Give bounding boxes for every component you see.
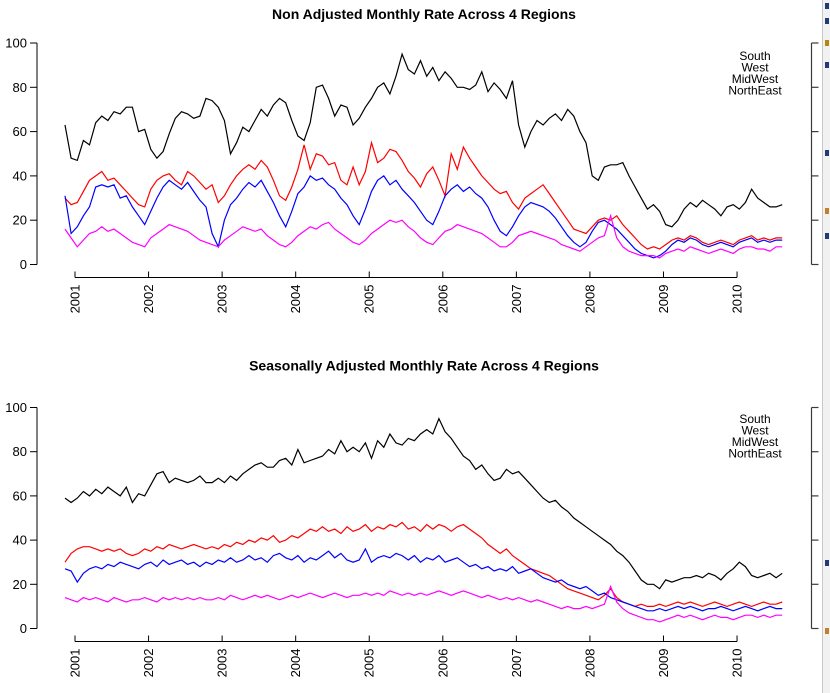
y-tick-label: 60 (13, 488, 27, 503)
legend-entry-west: West (741, 424, 769, 438)
series-line-midwest (64, 547, 783, 612)
x-tick-label: 2010 (730, 649, 745, 678)
legend-entry-midwest: MidWest (732, 72, 779, 86)
background-window-speck (825, 628, 829, 634)
y-tick-label: 100 (5, 36, 27, 51)
chart-title: Non Adjusted Monthly Rate Across 4 Regio… (272, 6, 576, 22)
series-line-west (64, 140, 783, 250)
series-line-northeast (64, 584, 783, 623)
x-tick-label: 2008 (582, 285, 597, 314)
y-tick-label: 60 (13, 124, 27, 139)
y-tick-label: 40 (13, 533, 27, 548)
seasonally-adjusted-chart: Seasonally Adjusted Monthly Rate Across … (5, 358, 819, 678)
right-axis (810, 406, 819, 630)
x-tick-label: 2007 (509, 649, 524, 678)
x-tick-label: 2001 (68, 285, 83, 314)
x-tick-label: 2009 (656, 649, 671, 678)
y-axis: 0 20 40 60 80 100 (5, 400, 38, 636)
x-tick-label: 2005 (362, 649, 377, 678)
x-tick-label: 2007 (509, 285, 524, 314)
series-line-midwest (64, 175, 783, 259)
legend-entry-northeast: NorthEast (728, 447, 782, 461)
y-tick-label: 0 (20, 621, 27, 636)
x-tick-label: 2003 (215, 649, 230, 678)
y-tick-label: 20 (13, 577, 27, 592)
x-axis: 2001 2002 2003 2004 2005 2006 2007 2008 2009 2010 (68, 271, 745, 314)
series-line-south (64, 52, 783, 228)
x-tick-label: 2006 (435, 649, 450, 678)
x-tick-label: 2006 (435, 285, 450, 314)
y-tick-label: 0 (20, 257, 27, 272)
legend-entry-south: South (739, 49, 770, 63)
background-window-speck (825, 208, 829, 214)
y-tick-label: 40 (13, 168, 27, 183)
right-axis (810, 42, 819, 266)
x-tick-label: 2002 (141, 649, 156, 678)
x-tick-label: 2004 (288, 285, 303, 314)
y-axis: 0 20 40 60 80 100 (5, 36, 38, 272)
x-tick-label: 2008 (582, 649, 597, 678)
non-adjusted-chart: Non Adjusted Monthly Rate Across 4 Regio… (5, 6, 819, 314)
background-window-edge (822, 0, 830, 693)
series-line-west (64, 521, 783, 608)
background-window-speck (825, 3, 829, 9)
legend-entry-northeast: NorthEast (728, 84, 782, 98)
legend-entry-west: West (741, 61, 769, 75)
y-tick-label: 80 (13, 80, 27, 95)
y-tick-label: 80 (13, 444, 27, 459)
y-tick-label: 100 (5, 400, 27, 415)
background-window-speck (825, 62, 829, 68)
x-tick-label: 2009 (656, 285, 671, 314)
background-window-speck (825, 233, 829, 239)
x-tick-label: 2005 (362, 285, 377, 314)
x-tick-label: 2002 (141, 285, 156, 314)
background-window-speck (825, 150, 829, 156)
background-window-speck (825, 40, 829, 46)
chart-title: Seasonally Adjusted Monthly Rate Across … (249, 358, 599, 374)
x-tick-label: 2010 (730, 285, 745, 314)
series-line-south (64, 417, 783, 590)
series-line-northeast (64, 213, 783, 259)
background-window-speck (825, 560, 829, 566)
x-axis: 2001 2002 2003 2004 2005 2006 2007 2008 2009 2010 (68, 635, 745, 678)
y-tick-label: 20 (13, 213, 27, 228)
legend-entry-south: South (739, 412, 770, 426)
legend-entry-midwest: MidWest (732, 435, 779, 449)
x-tick-label: 2004 (288, 649, 303, 678)
x-tick-label: 2001 (68, 649, 83, 678)
x-tick-label: 2003 (215, 285, 230, 314)
background-window-speck (825, 18, 829, 24)
